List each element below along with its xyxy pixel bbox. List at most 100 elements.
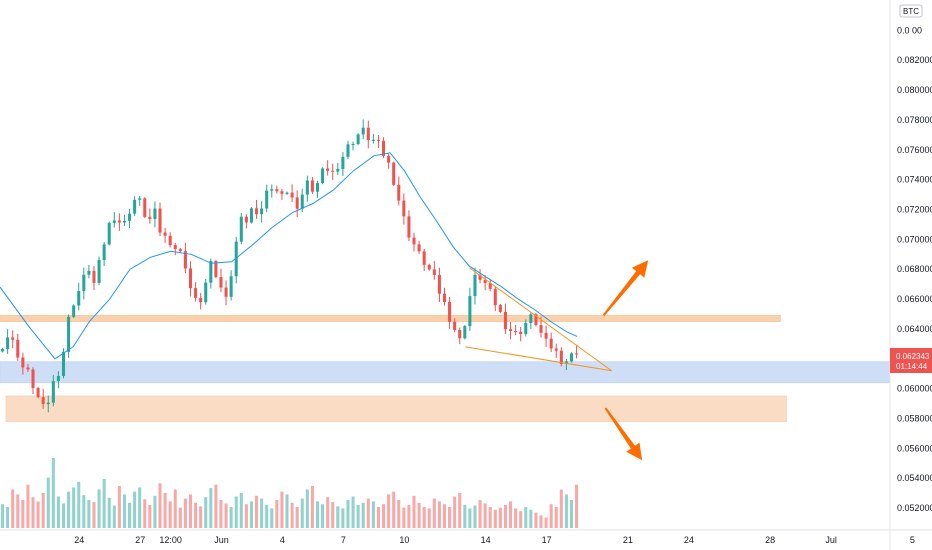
volume-bar	[153, 495, 157, 528]
y-tick-label: 0.080000	[897, 85, 932, 95]
x-axis[interactable]: 24 27 12:00 Jun 4 7 10 14 17 21 24 28 Jul 5	[0, 529, 932, 545]
last-price-label: 0.062343 01:14:44	[890, 348, 932, 373]
candle-body	[239, 216, 243, 242]
volume-bar	[407, 504, 411, 528]
candle-body	[539, 325, 543, 333]
volume-bar	[270, 508, 274, 528]
candle-body	[128, 213, 132, 221]
candle-body	[26, 367, 30, 370]
candle-body	[371, 139, 375, 141]
volume-bar	[519, 511, 523, 528]
wedge-line-1	[465, 346, 612, 372]
candle-body	[87, 270, 91, 275]
zone-1	[0, 361, 891, 384]
y-axis[interactable]: 0.052000 0.054000 0.056000 0.058000 0.060000…	[889, 0, 932, 550]
volume-bar	[458, 493, 462, 528]
zones-layer	[0, 314, 891, 422]
symbol-badge-text: BTC	[903, 7, 919, 16]
volume-bar	[448, 507, 452, 528]
volume-bar	[483, 503, 487, 528]
volume-bar	[143, 499, 147, 528]
volume-bar	[128, 502, 132, 528]
candle-body	[488, 283, 492, 289]
x-tick-label: 5	[910, 535, 915, 545]
y-tick-label: 0.064000	[897, 324, 932, 334]
zone-2	[5, 395, 787, 422]
volume-bar	[26, 484, 30, 528]
volume-bar	[422, 507, 426, 528]
candle-body	[214, 261, 218, 278]
candle-body	[458, 329, 462, 339]
volume-bar	[6, 507, 10, 528]
volume-bar	[148, 504, 152, 528]
volume-bar	[265, 504, 269, 528]
candle-body	[148, 216, 152, 219]
volume-bar	[285, 494, 289, 528]
candle-body	[321, 168, 325, 184]
volume-bar	[290, 502, 294, 528]
symbol-badge[interactable]: BTC	[899, 4, 923, 18]
candle-body	[244, 216, 248, 223]
volume-bar	[412, 495, 416, 528]
candle-body	[463, 326, 467, 339]
candle-body	[524, 322, 528, 335]
candle-body	[549, 338, 553, 349]
volume-bar	[46, 477, 50, 528]
candle-body	[163, 232, 167, 236]
candle-body	[270, 189, 274, 191]
candle-body	[498, 305, 502, 312]
candle-body	[534, 314, 538, 326]
moving-average-line	[0, 152, 578, 360]
x-tick-label: 17	[542, 535, 552, 545]
volume-bar	[310, 486, 314, 528]
volume-bar	[158, 483, 162, 528]
volume-bar	[478, 500, 482, 528]
volume-bar	[539, 515, 543, 528]
candle-body	[468, 296, 472, 327]
volume-bar	[102, 479, 106, 528]
volume-bar	[234, 496, 238, 528]
volume-bar	[178, 507, 182, 528]
volume-bar	[138, 487, 142, 528]
x-tick-label: 7	[341, 535, 346, 545]
candle-body	[453, 321, 457, 330]
volume-bar	[224, 503, 228, 528]
volume-bar	[82, 495, 86, 528]
candle-body	[249, 208, 253, 223]
volume-bar	[417, 502, 421, 528]
volume-bar	[509, 501, 513, 528]
volume-bar	[112, 505, 116, 528]
volume-bar	[463, 504, 467, 528]
candle-body	[143, 198, 147, 217]
candle-layer	[1, 119, 579, 413]
candle-body	[346, 144, 350, 157]
volume-bar	[493, 509, 497, 528]
volume-bar	[427, 508, 431, 528]
volume-bar	[361, 502, 365, 528]
volume-bar	[219, 500, 223, 528]
candle-body	[331, 170, 335, 172]
candle-body	[265, 190, 269, 209]
volume-bar	[371, 501, 375, 528]
volume-bar	[366, 498, 370, 528]
volume-bar	[376, 507, 380, 528]
y-tick-label: 0.078000	[897, 115, 932, 125]
candle-body	[138, 198, 142, 200]
candle-body	[417, 244, 421, 252]
candle-body	[16, 339, 20, 358]
candle-body	[51, 381, 55, 403]
candle-body	[402, 200, 406, 217]
volume-bar	[41, 493, 45, 528]
x-tick-label: 27	[135, 535, 145, 545]
candle-body	[503, 311, 507, 330]
zone-0	[0, 314, 781, 322]
up-arrow-icon	[602, 260, 649, 317]
candle-body	[336, 168, 340, 172]
candle-body	[432, 269, 436, 275]
volume-bar	[67, 491, 71, 528]
volume-bar	[341, 508, 345, 528]
volume-bar	[275, 500, 279, 528]
volume-bar	[387, 494, 391, 528]
volume-bar	[249, 501, 253, 528]
